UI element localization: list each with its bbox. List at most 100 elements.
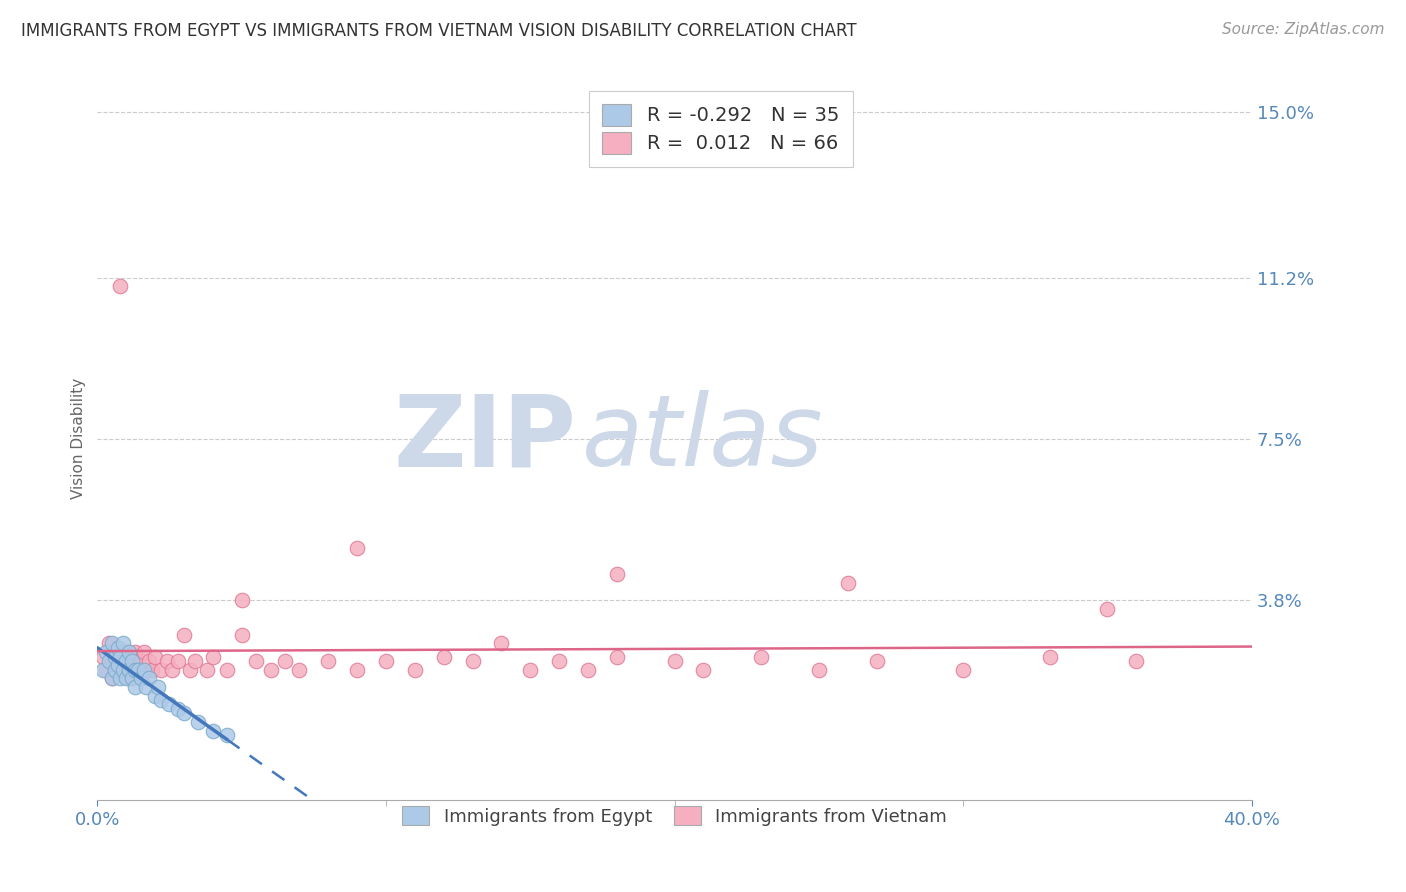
Point: [316, 654, 339, 668]
Point: [167, 654, 190, 668]
Point: [110, 279, 132, 293]
Point: [837, 575, 859, 590]
Point: [865, 654, 887, 668]
Point: [110, 645, 132, 659]
Point: [173, 706, 195, 720]
Point: [143, 649, 166, 664]
Point: [124, 645, 146, 659]
Point: [217, 663, 239, 677]
Point: [576, 663, 599, 677]
Point: [118, 654, 141, 668]
Point: [124, 663, 146, 677]
Point: [138, 671, 160, 685]
Point: [491, 636, 513, 650]
Text: Source: ZipAtlas.com: Source: ZipAtlas.com: [1222, 22, 1385, 37]
Point: [146, 680, 169, 694]
Point: [231, 628, 253, 642]
Text: ZIP: ZIP: [394, 391, 576, 487]
Point: [433, 649, 456, 664]
Point: [404, 663, 426, 677]
Point: [141, 663, 163, 677]
Point: [162, 663, 184, 677]
Point: [374, 654, 396, 668]
Point: [124, 680, 146, 694]
Point: [288, 663, 311, 677]
Point: [807, 663, 830, 677]
Point: [346, 663, 368, 677]
Legend: Immigrants from Egypt, Immigrants from Vietnam: Immigrants from Egypt, Immigrants from V…: [394, 797, 956, 835]
Point: [217, 728, 239, 742]
Point: [112, 663, 135, 677]
Point: [167, 702, 190, 716]
Point: [156, 654, 179, 668]
Point: [107, 640, 129, 655]
Point: [138, 654, 160, 668]
Point: [184, 654, 207, 668]
Point: [135, 680, 157, 694]
Point: [101, 671, 124, 685]
Point: [107, 658, 129, 673]
Point: [245, 654, 267, 668]
Point: [94, 645, 117, 659]
Point: [129, 671, 152, 685]
Point: [104, 663, 127, 677]
Point: [129, 654, 152, 668]
Point: [461, 654, 484, 668]
Point: [115, 663, 138, 677]
Point: [187, 714, 209, 729]
Point: [124, 654, 146, 668]
Point: [1039, 649, 1062, 664]
Point: [143, 689, 166, 703]
Point: [159, 698, 181, 712]
Point: [231, 593, 253, 607]
Point: [606, 566, 628, 581]
Point: [149, 693, 172, 707]
Point: [195, 663, 218, 677]
Point: [115, 645, 138, 659]
Point: [91, 663, 114, 677]
Point: [749, 649, 772, 664]
Point: [274, 654, 297, 668]
Point: [201, 649, 224, 664]
Point: [179, 663, 201, 677]
Text: IMMIGRANTS FROM EGYPT VS IMMIGRANTS FROM VIETNAM VISION DISABILITY CORRELATION C: IMMIGRANTS FROM EGYPT VS IMMIGRANTS FROM…: [21, 22, 856, 40]
Point: [346, 541, 368, 555]
Point: [94, 663, 117, 677]
Point: [118, 663, 141, 677]
Point: [101, 654, 124, 668]
Point: [173, 628, 195, 642]
Point: [107, 649, 129, 664]
Point: [104, 649, 127, 664]
Point: [110, 671, 132, 685]
Point: [135, 663, 157, 677]
Point: [101, 671, 124, 685]
Point: [548, 654, 571, 668]
Y-axis label: Vision Disability: Vision Disability: [72, 378, 86, 500]
Point: [118, 645, 141, 659]
Point: [112, 654, 135, 668]
Point: [664, 654, 686, 668]
Point: [110, 663, 132, 677]
Point: [110, 649, 132, 664]
Point: [132, 645, 155, 659]
Point: [101, 636, 124, 650]
Point: [97, 636, 120, 650]
Point: [104, 663, 127, 677]
Point: [132, 663, 155, 677]
Point: [519, 663, 541, 677]
Point: [121, 654, 143, 668]
Point: [606, 649, 628, 664]
Point: [91, 649, 114, 664]
Text: atlas: atlas: [582, 391, 824, 487]
Point: [259, 663, 281, 677]
Point: [149, 663, 172, 677]
Point: [1097, 601, 1119, 615]
Point: [115, 671, 138, 685]
Point: [121, 654, 143, 668]
Point: [118, 671, 141, 685]
Point: [127, 663, 149, 677]
Point: [97, 654, 120, 668]
Point: [127, 663, 149, 677]
Point: [115, 654, 138, 668]
Point: [121, 663, 143, 677]
